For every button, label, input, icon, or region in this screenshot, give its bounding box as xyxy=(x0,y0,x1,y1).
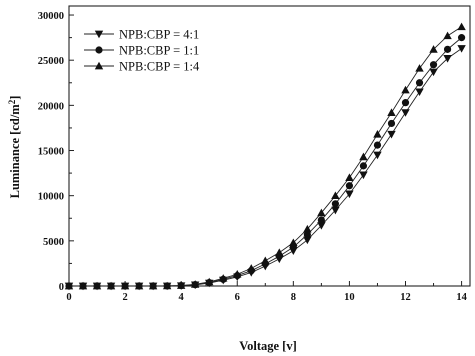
x-tick-label: 12 xyxy=(400,292,411,303)
y-tick-label: 15000 xyxy=(38,147,64,158)
plot-frame xyxy=(68,5,471,287)
series-layer xyxy=(64,22,466,291)
legend-label: NPB:CBP = 1:1 xyxy=(119,44,199,58)
data-point xyxy=(443,45,452,53)
data-point xyxy=(205,277,214,286)
series-line xyxy=(69,48,462,287)
y-tick-label: 25000 xyxy=(38,56,64,67)
ticks: 0 2 4 6 8 10 12 14 0 5000 10000 15000 20000 25000 3000… xyxy=(38,11,468,303)
data-point xyxy=(457,45,466,53)
x-tick-label: 0 xyxy=(66,292,71,303)
data-point xyxy=(373,130,382,138)
data-point xyxy=(176,281,186,289)
axes xyxy=(68,5,471,287)
x-tick-label: 4 xyxy=(179,292,185,303)
legend-entry-1: NPB:CBP = 4:1 xyxy=(84,28,199,42)
data-point xyxy=(429,45,438,53)
data-point xyxy=(219,274,228,282)
data-point xyxy=(345,182,354,190)
data-point xyxy=(401,99,410,107)
data-point xyxy=(443,31,452,40)
data-point xyxy=(92,281,102,290)
x-tick-label: 10 xyxy=(344,292,355,303)
data-point xyxy=(148,281,158,290)
data-point xyxy=(401,109,410,117)
data-point xyxy=(457,22,466,31)
data-point xyxy=(247,264,256,272)
x-axis-title: Voltage [v] xyxy=(239,339,297,353)
data-point xyxy=(387,108,396,116)
data-point xyxy=(303,224,312,233)
legend-entry-3: NPB:CBP = 1:4 xyxy=(84,60,200,74)
data-point xyxy=(345,173,354,181)
data-point xyxy=(457,34,466,42)
data-point xyxy=(345,190,354,199)
series-3 xyxy=(64,22,466,290)
data-point xyxy=(331,200,339,208)
x-tick-label: 6 xyxy=(235,292,240,303)
data-point xyxy=(190,280,200,288)
data-point xyxy=(78,281,88,290)
legend-label: NPB:CBP = 4:1 xyxy=(119,28,199,42)
y-tick-label: 10000 xyxy=(38,192,64,203)
data-point xyxy=(387,130,396,139)
y-tick-label: 5000 xyxy=(43,237,64,248)
y-axis-title: Luminance [cd/m2] xyxy=(7,96,22,199)
data-point xyxy=(134,281,144,290)
legend-marker xyxy=(94,30,104,39)
data-point xyxy=(120,281,130,290)
data-point xyxy=(289,238,298,247)
data-point xyxy=(359,171,368,180)
y-tick-label: 30000 xyxy=(38,11,64,22)
data-point xyxy=(429,68,438,77)
data-point xyxy=(373,141,382,149)
x-tick-label: 8 xyxy=(291,292,296,303)
data-point xyxy=(106,281,116,290)
y-axis-title-end: ] xyxy=(8,96,22,100)
data-point xyxy=(443,55,452,63)
data-point xyxy=(275,248,284,256)
legend-marker xyxy=(94,61,104,70)
data-point xyxy=(233,270,242,278)
y-tick-label: 0 xyxy=(59,282,64,293)
series-1 xyxy=(64,45,466,291)
data-point xyxy=(415,88,424,97)
legend-entry-2: NPB:CBP = 1:1 xyxy=(84,44,199,58)
data-point xyxy=(331,206,340,215)
legend: NPB:CBP = 4:1 NPB:CBP = 1:1 NPB:CBP = 1:4 xyxy=(84,28,200,74)
data-point xyxy=(331,191,340,200)
data-point xyxy=(317,222,326,230)
data-point xyxy=(359,162,368,170)
x-tick-label: 14 xyxy=(456,292,467,303)
data-point xyxy=(429,61,438,69)
data-point xyxy=(415,64,424,72)
data-point xyxy=(373,151,382,160)
x-tick-label: 2 xyxy=(122,292,127,303)
data-point xyxy=(387,119,396,128)
data-point xyxy=(317,208,326,217)
data-point xyxy=(303,230,311,239)
y-axis-title-superscript: 2 xyxy=(7,99,17,104)
legend-label: NPB:CBP = 1:4 xyxy=(119,60,200,74)
data-point xyxy=(64,281,74,290)
data-point xyxy=(317,216,325,224)
series-line xyxy=(69,37,462,287)
data-point xyxy=(162,281,172,290)
data-point xyxy=(401,85,410,94)
data-point xyxy=(415,79,424,87)
legend-marker xyxy=(95,46,103,54)
y-tick-label: 20000 xyxy=(38,101,64,112)
data-point xyxy=(303,236,312,245)
data-point xyxy=(359,152,368,161)
y-axis-title-main: Luminance [cd/m xyxy=(8,104,22,199)
data-point xyxy=(261,256,270,265)
